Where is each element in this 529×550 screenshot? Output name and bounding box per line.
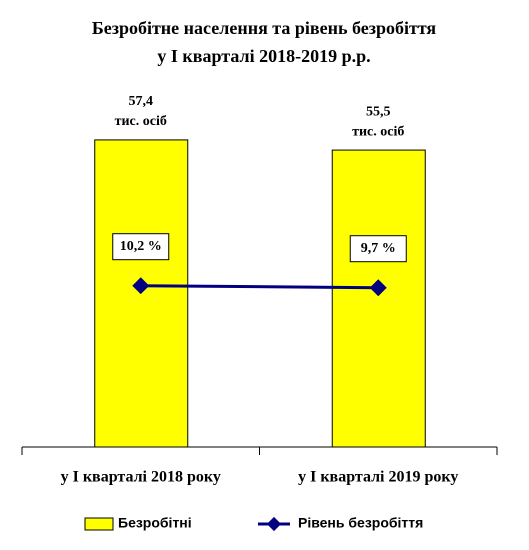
chart-title: Безробітне населення та рівень безробітт… [92, 18, 437, 38]
line-marker [132, 277, 150, 295]
value-label-box [112, 233, 170, 261]
legend-label: Рівень безробіття [298, 515, 423, 531]
line [140, 284, 379, 290]
legend-label: Безробітні [118, 515, 192, 531]
x-tick-label: у I кварталі 2018 року [61, 469, 221, 486]
bar-unit-label: тис. осіб [352, 124, 404, 139]
line-value-label: 10,2 % [120, 239, 162, 254]
line-marker [369, 279, 387, 297]
legend-swatch [84, 517, 114, 531]
legend-swatch [266, 516, 282, 532]
value-label-box [349, 235, 407, 263]
bar [331, 149, 426, 448]
bar-value-label: 57,4 [129, 94, 154, 109]
bar-value-label: 55,5 [366, 104, 391, 119]
chart-title: у I кварталі 2018-2019 р.р. [157, 46, 370, 66]
line-value-label: 9,7 % [361, 241, 396, 256]
bar-unit-label: тис. осіб [115, 114, 167, 129]
x-tick-label: у I кварталі 2019 року [298, 469, 458, 486]
